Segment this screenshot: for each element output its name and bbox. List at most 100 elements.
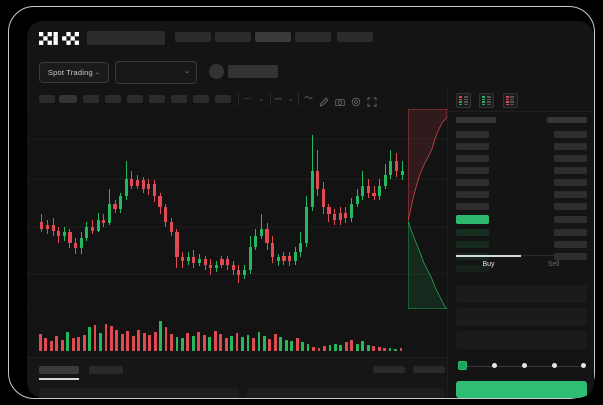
order-total-field[interactable] [456,331,587,349]
volume-bar [361,341,365,351]
candle-body [74,243,78,249]
volume-bar [191,336,195,351]
place-buy-order-button[interactable] [456,381,587,398]
chart-type-label[interactable]: ⎓ [275,94,282,103]
slider-stop-75[interactable] [552,363,557,368]
nav-item-2[interactable] [215,32,251,42]
candle [310,109,314,309]
orderbook-ask-row[interactable] [456,203,489,210]
chevron-down-icon[interactable]: ⌄ [259,97,265,103]
volume-bar [71,338,75,351]
candle-body [186,257,190,261]
draw-pencil-icon[interactable] [319,94,329,107]
volume-bar [82,334,86,351]
indicators-icon[interactable]: 〜 [304,93,314,103]
candle-body [130,178,134,186]
volume-bar [235,332,239,351]
candlestick-chart[interactable] [27,109,447,309]
okx-logo[interactable] [39,32,79,45]
candle [164,109,168,309]
candle [316,109,320,309]
orderbook-bid-row[interactable] [456,265,489,272]
orderbook-ask-row[interactable] [456,191,489,198]
slider-handle[interactable] [458,361,467,370]
chart-tool-6[interactable] [149,95,165,103]
chevron-down-icon[interactable]: ⌄ [288,97,294,103]
bottom-action-2[interactable] [413,366,445,373]
candle-body [175,232,179,258]
candle-body [197,259,202,263]
order-amount-field[interactable] [456,308,587,326]
candle-body [169,221,173,233]
slider-stop-100[interactable] [581,363,586,368]
volume-bar [377,346,381,351]
bottom-tab-order-history[interactable] [89,366,123,374]
candle-body [51,225,55,231]
slider-stop-25[interactable] [492,363,497,368]
candle-body [316,171,320,190]
volume-bar [323,345,326,351]
depth-bid-area [408,220,447,309]
orderbook-view-bids-icon[interactable] [479,93,495,108]
candle [181,109,185,309]
trading-pair-dropdown[interactable]: ⌄ [115,61,197,84]
nav-item-4[interactable] [295,32,331,42]
order-price-field[interactable] [456,285,587,303]
orderbook-bid-row[interactable] [456,241,489,248]
slider-stop-50[interactable] [522,363,527,368]
bottom-action-1[interactable] [373,366,405,373]
orderbook-bid-row[interactable] [456,253,489,260]
nav-item-1[interactable] [175,32,211,42]
candle [57,109,61,309]
tab-buy[interactable]: Buy [482,261,495,268]
camera-icon[interactable] [335,94,345,106]
candle [74,109,78,309]
orderbook-bid-row[interactable] [456,229,489,236]
active-tab-underline [456,255,521,257]
volume-bar [279,337,283,351]
candle-body [57,230,61,236]
candle [96,109,100,309]
chart-tool-7[interactable] [171,95,187,103]
chart-tool-3[interactable] [83,95,99,103]
chart-tool-9[interactable] [215,95,231,103]
orderbook-ask-row-size [554,167,587,174]
orderbook-ask-row[interactable] [456,131,489,138]
candle-body [40,221,44,229]
interval-label[interactable]: ⋯ [243,94,251,103]
nav-item-5[interactable] [337,32,373,42]
candle-body [45,225,49,229]
volume-bar [328,344,332,351]
orderbook-view-asks-icon[interactable] [502,93,518,108]
chart-tool-8[interactable] [193,95,209,103]
chart-tool-5[interactable] [127,95,143,103]
orderbook-ask-row[interactable] [456,155,489,162]
chart-tool-4[interactable] [105,95,121,103]
market-depth-overlay [408,109,447,309]
orderbook-bid-row-size [554,253,587,260]
candle [209,109,213,309]
tab-sell[interactable]: Sell [547,261,560,268]
candle-body [271,243,275,258]
candle [141,109,145,309]
settings-icon[interactable] [351,94,361,107]
bottom-tab-open-orders[interactable] [39,366,79,374]
candle [333,109,337,309]
orderbook-ask-row[interactable] [456,167,489,174]
chart-tool-2[interactable] [59,95,77,103]
orderbook-ask-row[interactable] [456,179,489,186]
orderbook-ask-row[interactable] [456,143,489,150]
fullscreen-icon[interactable] [367,94,377,107]
volume-bar [268,339,272,351]
orderbook-view-both-icon[interactable] [456,93,471,108]
candle [107,109,111,309]
volume-bar [208,337,212,351]
search-input[interactable] [87,31,165,45]
app-screen: Spot Trading ⌄ ⌄ [27,21,594,398]
order-percent-slider[interactable] [458,361,586,371]
nav-item-3[interactable] [255,32,291,42]
orderbook-ask-row-size [554,203,587,210]
spot-trading-dropdown[interactable]: Spot Trading ⌄ [39,62,109,83]
chart-tool-1[interactable] [39,95,55,103]
volume-bar [290,341,294,351]
